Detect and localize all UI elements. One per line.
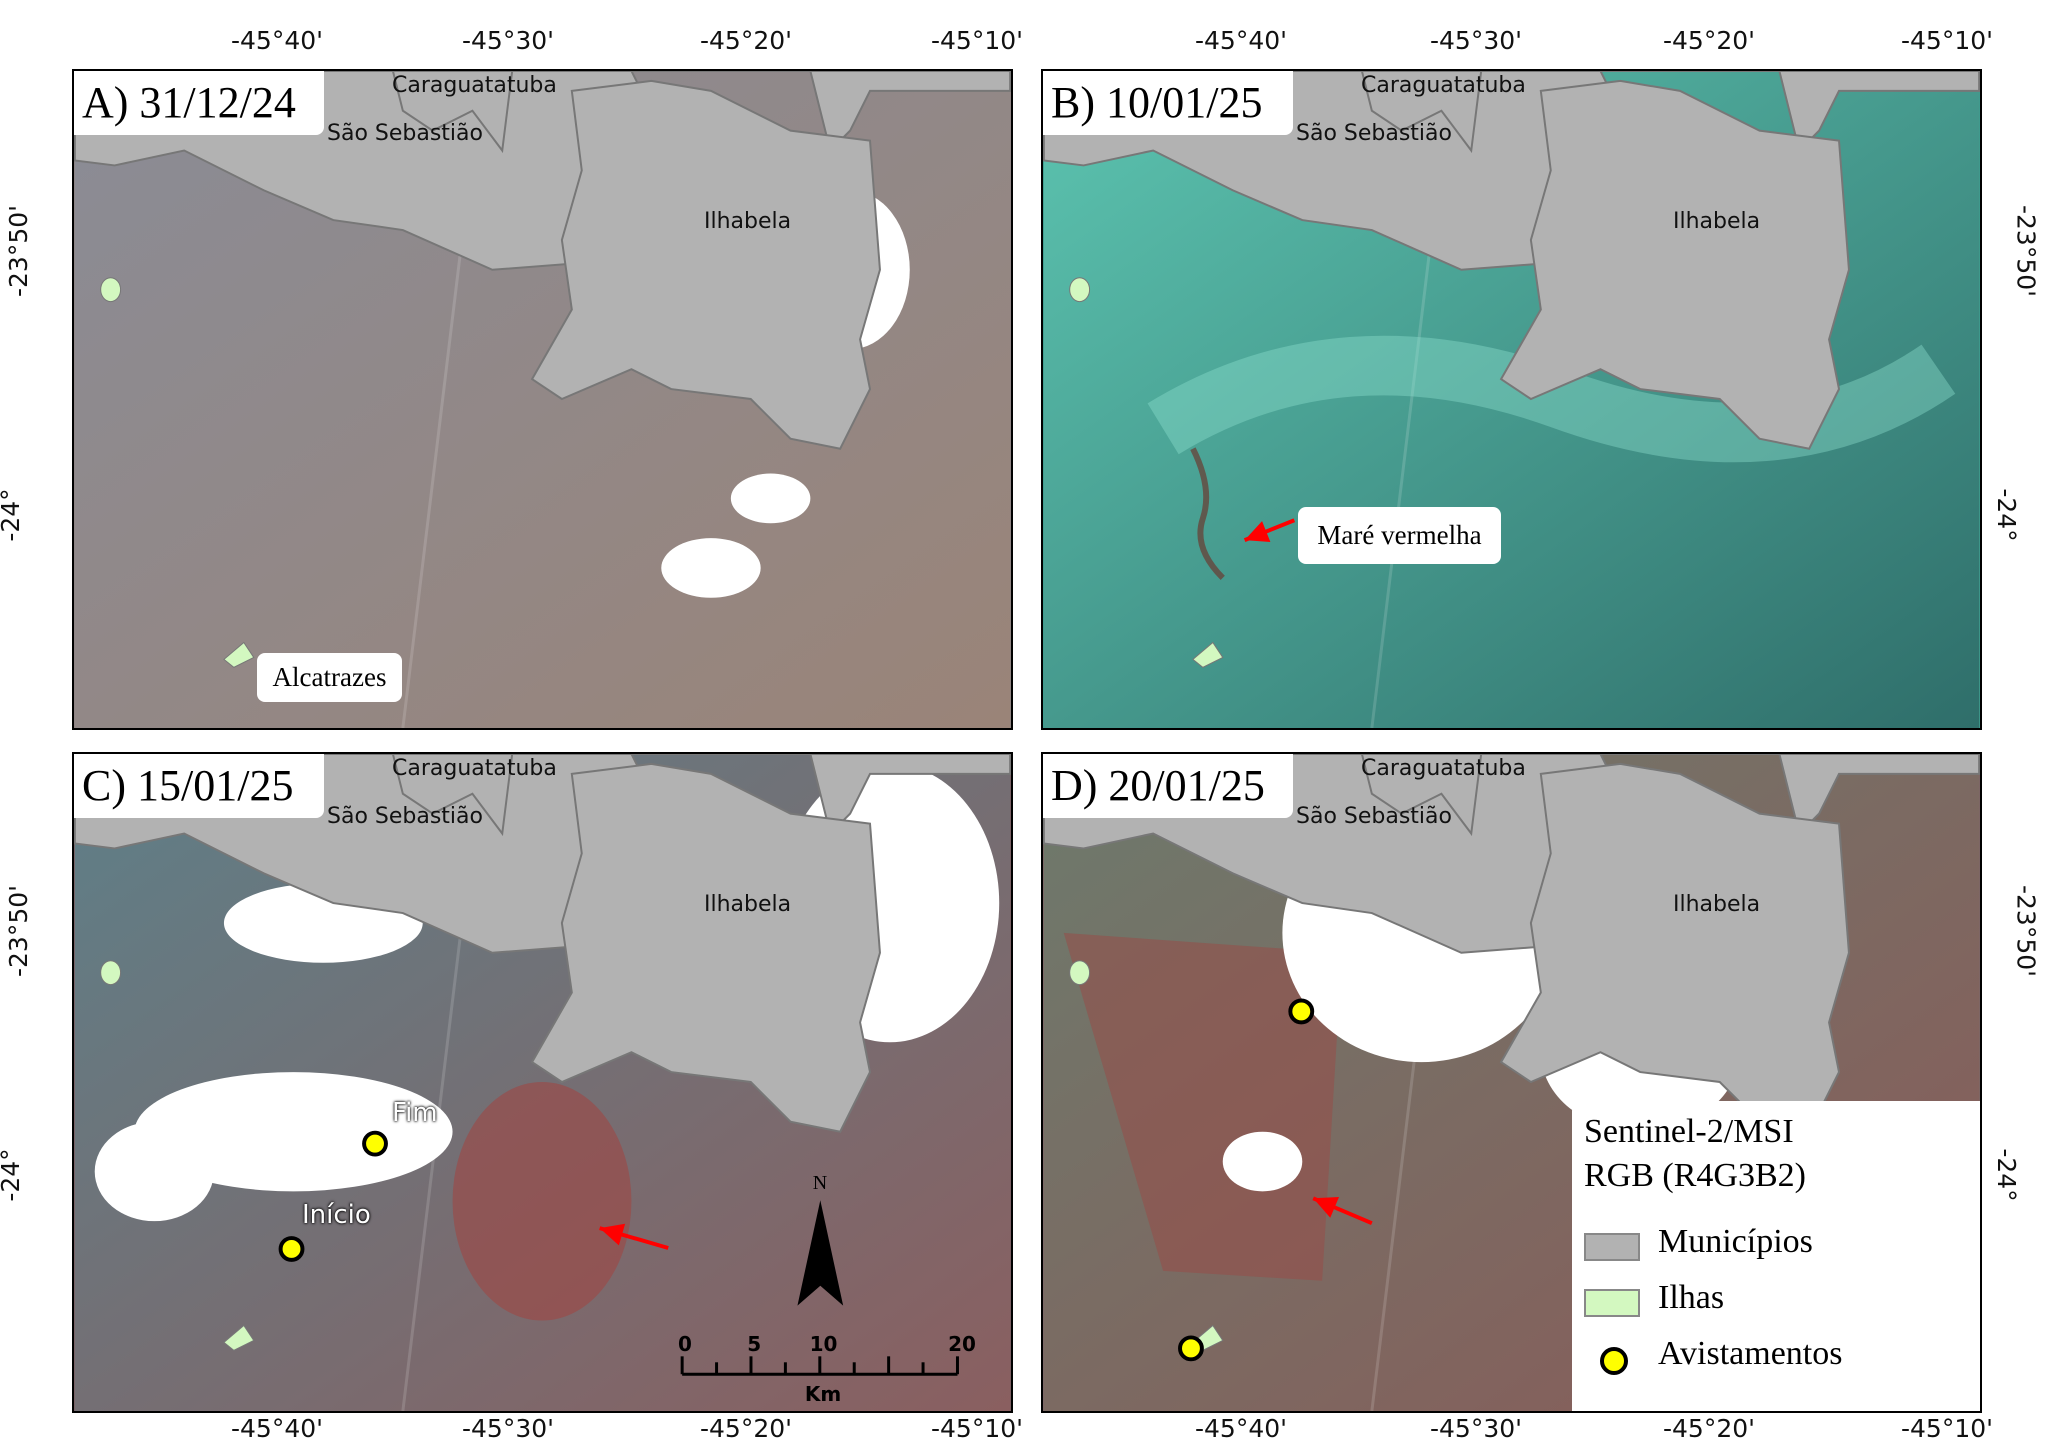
label-ilhabela: Ilhabela [704,892,792,917]
red-arrow-head [1313,1197,1340,1218]
cloud [94,1121,214,1222]
alcatrazes-island [1192,641,1224,668]
scale-tick-label: 5 [747,1332,762,1356]
longitude-label-top: -45°30' [1429,26,1523,55]
red-tide-patch [1063,932,1343,1281]
longitude-label-bottom: -45°30' [1429,1414,1523,1443]
scale-tick-label: 0 [678,1332,692,1356]
island [100,960,122,986]
municipal-boundary [1360,754,1483,837]
sighting-marker [362,1130,388,1157]
longitude-label-bottom: -45°40' [230,1414,324,1443]
longitude-label-top: -45°30' [461,26,555,55]
satellite-image [74,754,1011,1411]
island [1069,960,1091,986]
cloud [730,473,811,524]
municipal-boundary [391,754,514,837]
legend-label: Ilhas [1658,1279,1725,1316]
latitude-label-right: -23°50' [2011,204,2041,298]
red-arrow-head [1244,521,1271,542]
longitude-label-top: -45°10' [930,26,1024,55]
label-sao-sebastiao: São Sebastião [327,804,483,829]
label-ilhabela: Ilhabela [1673,209,1761,234]
label-sao-sebastiao: São Sebastião [1296,804,1452,829]
longitude-label-bottom: -45°10' [1900,1414,1994,1443]
longitude-label-top: -45°40' [230,26,324,55]
red-tide-streak [1190,447,1225,581]
cloud [1222,1131,1303,1192]
longitude-label-top: -45°40' [1194,26,1288,55]
longitude-label-bottom: -45°30' [461,1414,555,1443]
callout-alcatrazes: Alcatrazes [257,653,402,702]
longitude-label-bottom: -45°40' [1194,1414,1288,1443]
legend-label: Municípios [1658,1223,1813,1260]
label-ilhabela: Ilhabela [1673,892,1761,917]
marker-label-inicio: Início [302,1200,371,1230]
municipal-boundary [1360,71,1483,154]
longitude-label-top: -45°20' [699,26,793,55]
north-arrow-icon [797,1200,844,1306]
panel-title: B) 10/01/25 [1043,71,1293,135]
latitude-label-left: -24° [0,488,26,542]
map-panel-A: A) 31/12/24 Caraguatatuba São Sebastião Ilh… [72,69,1013,730]
latitude-label-left: -23°50' [3,204,33,298]
legend-sighting-icon [1600,1347,1628,1375]
callout-red-tide: Maré vermelha [1298,507,1501,564]
latitude-label-left: -24° [0,1148,26,1202]
satellite-image [1043,71,1980,728]
panel-title: C) 15/01/25 [74,754,324,818]
legend: Sentinel-2/MSI RGB (R4G3B2) Municípios Ilha… [1572,1101,1980,1411]
panel-title: D) 20/01/25 [1043,754,1293,818]
label-caraguatatuba: Caraguatatuba [1361,756,1526,781]
label-caraguatatuba: Caraguatatuba [392,756,557,781]
scale-tick-label: 10 [809,1332,838,1356]
sighting-marker [1178,1335,1204,1362]
longitude-label-top: -45°10' [1900,26,1994,55]
longitude-label-top: -45°20' [1662,26,1756,55]
sighting-marker [1288,998,1315,1025]
cloud [661,538,761,598]
latitude-label-right: -24° [1992,488,2022,542]
municipal-boundary [391,71,514,154]
label-caraguatatuba: Caraguatatuba [392,73,557,98]
map-panel-B: B) 10/01/25 Caraguatatuba São Sebastião Ilh… [1041,69,1982,730]
scale-tick-label: 20 [948,1332,976,1356]
ilhabela-island [530,79,881,450]
sighting-marker [278,1236,305,1262]
island [1069,277,1091,303]
longitude-label-bottom: -45°20' [1662,1414,1756,1443]
alcatrazes-island [223,641,255,668]
legend-title: Sentinel-2/MSI [1584,1113,1794,1150]
label-ilhabela: Ilhabela [704,209,792,234]
legend-subtitle: RGB (R4G3B2) [1584,1157,1806,1194]
north-label: N [812,1172,828,1194]
latitude-label-right: -24° [1992,1148,2022,1202]
panel-title: A) 31/12/24 [74,71,324,135]
marker-label-fim: Fim [392,1098,438,1128]
cloud [134,1072,453,1192]
satellite-image [74,71,1011,728]
longitude-label-bottom: -45°10' [930,1414,1024,1443]
legend-swatch [1584,1233,1640,1261]
ilhabela-island [1499,79,1850,450]
legend-label: Avistamentos [1658,1335,1843,1372]
red-tide-patch [452,1082,632,1321]
island [100,277,122,303]
alcatrazes-island [223,1324,255,1351]
latitude-label-right: -23°50' [2011,884,2041,978]
label-caraguatatuba: Caraguatatuba [1361,73,1526,98]
red-arrow-head [599,1223,626,1246]
ilhabela-island [530,762,881,1133]
longitude-label-bottom: -45°20' [699,1414,793,1443]
map-panel-D: D) 20/01/25 Caraguatatuba São Sebastião Ilh… [1041,752,1982,1413]
map-panel-C: C) 15/01/25 Caraguatatuba São Sebastião Ilh… [72,752,1013,1413]
scale-unit: Km [804,1382,842,1406]
legend-swatch [1584,1289,1640,1317]
latitude-label-left: -23°50' [3,884,33,978]
label-sao-sebastiao: São Sebastião [327,121,483,146]
label-sao-sebastiao: São Sebastião [1296,121,1452,146]
